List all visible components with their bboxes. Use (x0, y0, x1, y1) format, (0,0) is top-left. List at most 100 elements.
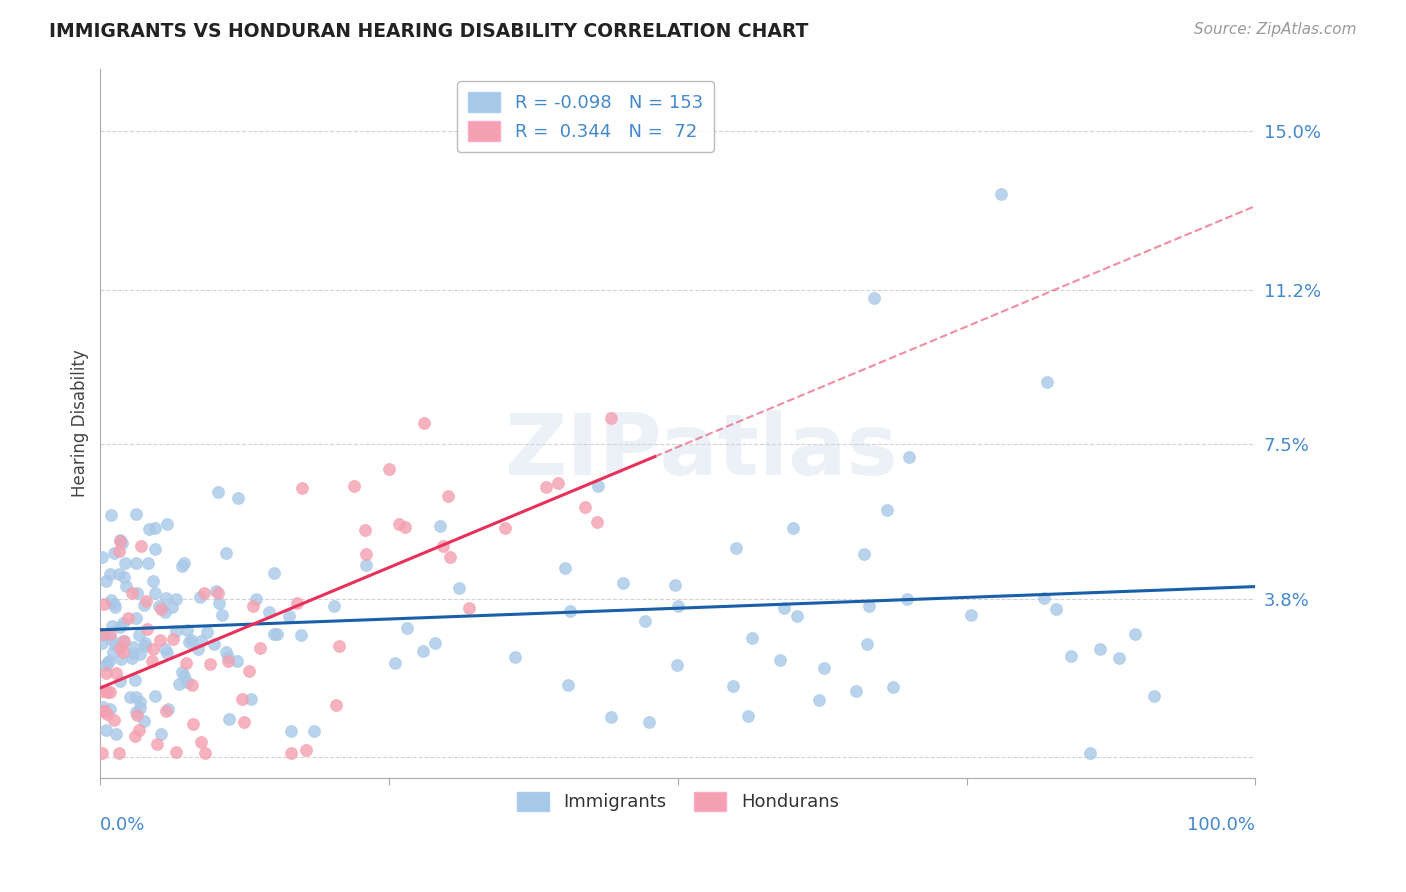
Point (786, 609, 808, 624)
Point (960, 607, 983, 622)
Point (277, 608, 299, 623)
Point (207, 586, 229, 600)
Point (129, 701, 152, 715)
Point (215, 546, 238, 560)
Point (135, 594, 157, 608)
Point (114, 557, 136, 571)
Point (122, 640, 145, 655)
Point (190, 633, 212, 648)
Point (396, 621, 419, 635)
Point (280, 723, 302, 738)
Point (104, 639, 127, 653)
Point (160, 599, 183, 614)
Point (599, 411, 621, 425)
Point (125, 708, 148, 723)
Point (155, 704, 177, 718)
Point (176, 675, 198, 690)
Point (388, 516, 411, 531)
Point (208, 596, 231, 610)
Point (187, 641, 209, 656)
Point (876, 503, 898, 517)
Point (557, 678, 579, 692)
Point (574, 500, 596, 514)
Point (105, 666, 128, 681)
Point (194, 746, 217, 760)
Point (108, 544, 131, 558)
Point (135, 622, 157, 636)
Point (107, 566, 129, 581)
Point (108, 533, 131, 548)
Point (181, 717, 204, 731)
Point (990, 186, 1012, 201)
Point (295, 743, 318, 757)
Point (108, 674, 131, 689)
Point (121, 651, 143, 665)
Point (117, 611, 139, 625)
Point (103, 546, 125, 560)
Point (170, 665, 193, 680)
Point (354, 523, 377, 537)
Point (176, 657, 198, 671)
Point (412, 417, 434, 431)
Point (153, 642, 176, 657)
Point (741, 631, 763, 645)
Point (132, 599, 155, 613)
Point (100, 508, 122, 522)
Point (128, 723, 150, 737)
Point (96, 685, 118, 699)
Point (302, 724, 325, 739)
Point (280, 746, 302, 760)
Point (439, 550, 461, 565)
Point (145, 541, 167, 556)
Point (266, 627, 288, 641)
Point (217, 654, 239, 668)
Point (111, 536, 134, 550)
Point (165, 745, 187, 759)
Point (429, 519, 451, 533)
Point (125, 586, 148, 600)
Point (897, 450, 920, 464)
Point (91, 684, 114, 698)
Point (111, 633, 134, 648)
Point (226, 491, 249, 506)
Point (737, 709, 759, 723)
Point (90, 549, 112, 564)
Point (863, 291, 886, 305)
Point (666, 599, 689, 613)
Point (124, 705, 146, 719)
Point (180, 632, 202, 647)
Point (125, 690, 148, 704)
Point (128, 628, 150, 642)
Point (384, 656, 406, 670)
Point (240, 692, 263, 706)
Point (101, 618, 124, 632)
Point (142, 642, 165, 657)
Point (1088, 642, 1111, 657)
Point (111, 615, 134, 630)
Point (807, 693, 830, 707)
Point (664, 578, 686, 592)
Point (554, 561, 576, 575)
Point (896, 592, 918, 607)
Point (156, 646, 179, 660)
Point (148, 599, 170, 613)
Point (205, 583, 228, 598)
Point (813, 661, 835, 675)
Point (198, 657, 221, 671)
Point (112, 570, 135, 584)
Point (1045, 602, 1067, 616)
Point (166, 592, 188, 607)
Point (96, 657, 118, 672)
Point (612, 576, 634, 591)
Point (177, 635, 200, 649)
Point (638, 715, 661, 730)
Point (547, 475, 569, 490)
Point (104, 600, 127, 615)
Point (134, 636, 156, 650)
Point (125, 611, 148, 625)
Text: Source: ZipAtlas.com: Source: ZipAtlas.com (1194, 22, 1357, 37)
Point (217, 650, 239, 665)
Point (143, 520, 166, 534)
Point (162, 632, 184, 646)
Point (100, 626, 122, 640)
